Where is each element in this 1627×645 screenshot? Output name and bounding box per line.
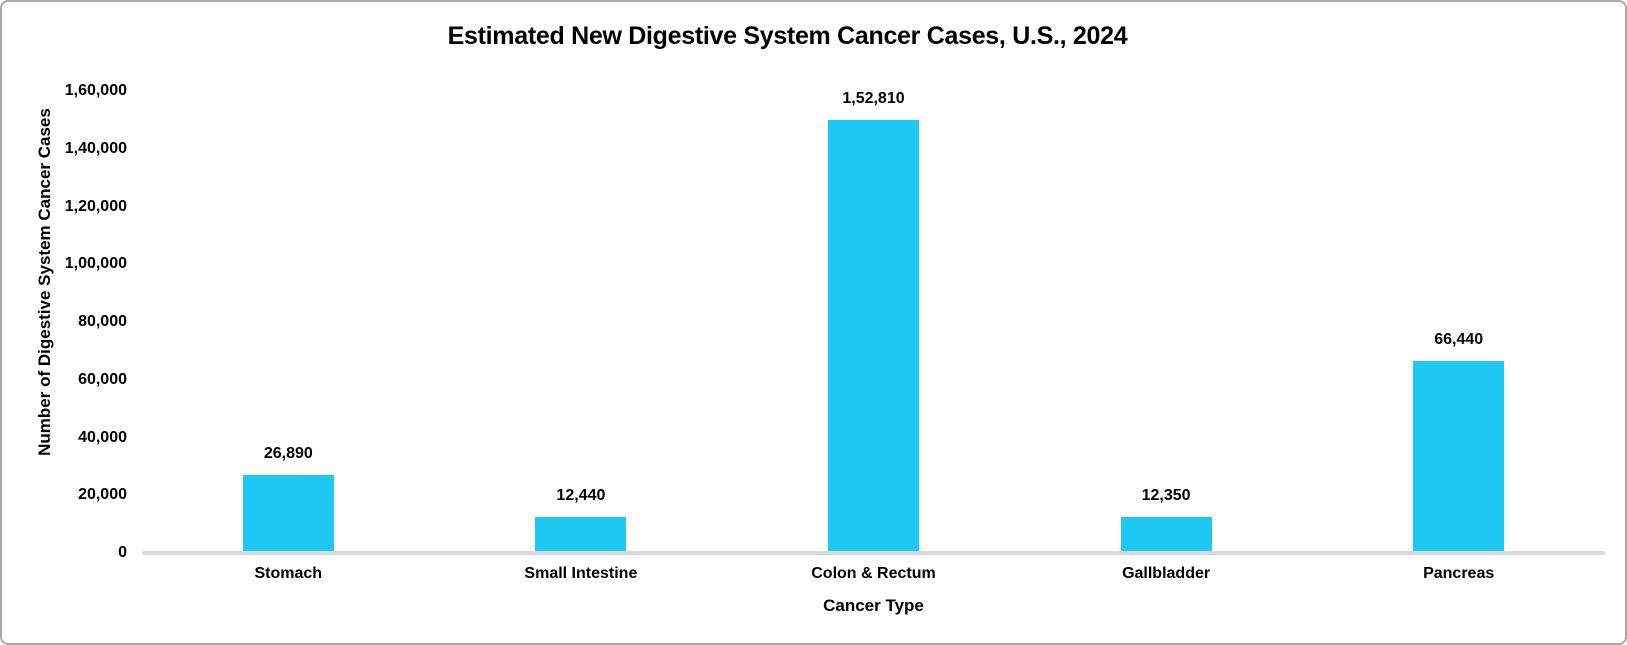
bar-series: 26,890 12,440 1,52,810 12,350 66,440 bbox=[142, 91, 1605, 553]
y-tick-label: 80,000 bbox=[78, 313, 127, 330]
bar-value-label: 26,890 bbox=[263, 445, 313, 463]
y-axis-title-text: Number of Digestive System Cancer Cases bbox=[35, 108, 55, 456]
plot-area: 0 20,000 40,000 60,000 80,000 1,00,000 1,20,00… bbox=[65, 83, 1605, 561]
y-tick-label: 1,00,000 bbox=[64, 255, 127, 273]
bar-value-label: 12,350 bbox=[1141, 487, 1191, 505]
bar-column: 12,440 bbox=[435, 91, 728, 553]
y-tick-label: 40,000 bbox=[78, 428, 127, 446]
y-axis-tick-labels: 0 20,000 40,000 60,000 80,000 1,00,000 1,20,00… bbox=[65, 83, 1605, 561]
bar bbox=[827, 120, 919, 553]
x-tick-label: Stomach bbox=[254, 565, 323, 582]
chart-title: Estimated New Digestive System Cancer Ca… bbox=[447, 22, 1128, 50]
x-axis-category-labels: Stomach Small Intestine Colon & Rectum Gall… bbox=[142, 565, 1605, 583]
bar-value-label: 66,440 bbox=[1434, 331, 1484, 349]
bar bbox=[535, 517, 627, 553]
bar-value-label: 1,52,810 bbox=[842, 90, 905, 107]
bar-column: 26,890 bbox=[142, 91, 435, 553]
x-tick-label: Small Intestine bbox=[524, 565, 638, 582]
y-tick-label: 0 bbox=[118, 544, 127, 561]
y-tick-label: 60,000 bbox=[78, 370, 127, 388]
bar-value-label: 12,440 bbox=[556, 487, 606, 505]
x-tick-label: Colon & Rectum bbox=[811, 565, 936, 582]
bar bbox=[1120, 517, 1212, 553]
bar-column: 1,52,810 bbox=[727, 91, 1020, 553]
x-axis-line bbox=[142, 551, 1605, 555]
x-tick-label: Gallbladder bbox=[1122, 565, 1211, 582]
bar bbox=[242, 475, 334, 553]
x-axis-title: Cancer Type bbox=[823, 596, 924, 615]
bar-column: 66,440 bbox=[1312, 91, 1605, 553]
bar bbox=[1413, 361, 1505, 553]
x-tick-label: Pancreas bbox=[1423, 565, 1495, 582]
y-tick-label: 1,60,000 bbox=[64, 82, 127, 99]
y-axis-title: Number of Digestive System Cancer Cases bbox=[32, 62, 58, 502]
y-tick-label: 1,20,000 bbox=[64, 197, 127, 215]
bar-column: 12,350 bbox=[1020, 91, 1313, 553]
y-tick-label: 20,000 bbox=[78, 486, 127, 504]
y-tick-label: 1,40,000 bbox=[64, 139, 127, 157]
